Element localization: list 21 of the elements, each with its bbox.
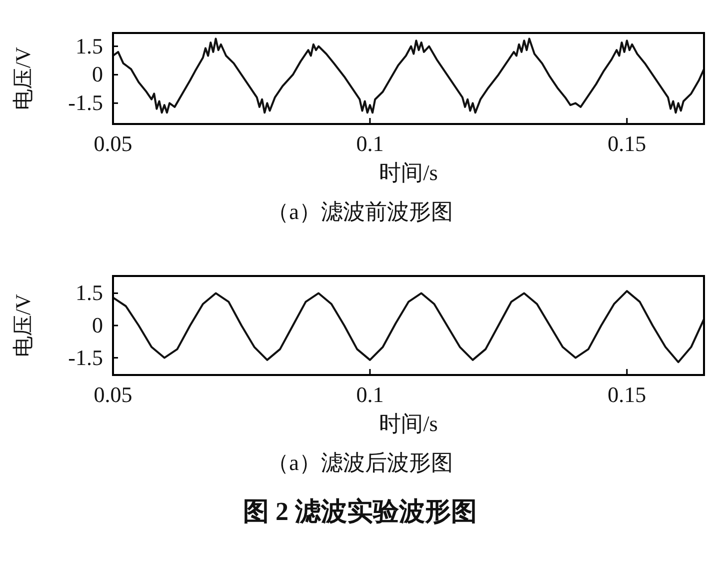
x-tick-label: 0.15 bbox=[608, 131, 646, 156]
line-series bbox=[112, 290, 705, 364]
x-axis-title: 时间/s bbox=[379, 160, 438, 185]
y-tick-label: 1.5 bbox=[76, 33, 103, 58]
y-tick-label: 0 bbox=[92, 312, 103, 338]
x-tick-label: 0.1 bbox=[356, 131, 384, 156]
y-axis-title: 电压/V bbox=[11, 294, 35, 357]
x-tick-label: 0.1 bbox=[356, 382, 384, 407]
x-tick-label: 0.05 bbox=[94, 131, 132, 156]
text: （a）滤波前波形图 bbox=[267, 199, 453, 224]
x-tick-label: 0.05 bbox=[94, 382, 132, 407]
text: （a）滤波后波形图 bbox=[267, 450, 453, 475]
line-series bbox=[112, 38, 705, 114]
x-tick-label: 0.15 bbox=[608, 382, 646, 407]
caption: 图 2 滤波实验波形图 bbox=[243, 497, 477, 526]
y-tick-label: 0 bbox=[92, 62, 103, 87]
y-tick-label: -1.5 bbox=[68, 90, 103, 116]
y-tick-label: -1.5 bbox=[68, 344, 103, 370]
y-tick-label: 1.5 bbox=[76, 280, 103, 306]
y-axis-title: 电压/V bbox=[11, 47, 35, 110]
x-axis-title: 时间/s bbox=[379, 411, 438, 436]
